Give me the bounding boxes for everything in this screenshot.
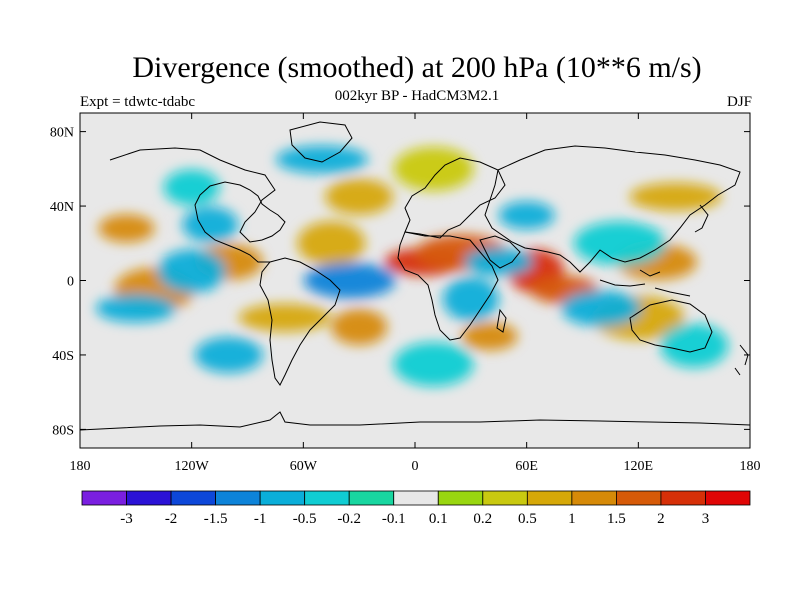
coastline-africa [397,231,499,341]
y-tick-label: 80N [50,126,74,141]
field-blob [182,206,239,243]
colorbar-swatch [571,490,617,506]
x-tick-label: 60W [290,459,318,474]
colorbar-label: -0.1 [382,511,406,527]
colorbar-label: 2 [657,511,665,527]
coastline-south-america [259,257,341,386]
coastlines [80,121,750,431]
y-tick-label: 40N [50,200,74,215]
y-tick-label: 80S [52,423,74,438]
field-blob [325,178,394,215]
field-blob [194,336,263,373]
colorbar-swatch [526,490,573,506]
colorbar-label: 1.5 [607,511,626,527]
field-blob [498,201,555,230]
colorbar-label: -0.5 [293,511,317,527]
field-blob [303,262,396,299]
field-blob [442,277,499,322]
colorbar-label: -1 [254,511,267,527]
field-blob [464,247,533,276]
coastline-asia [484,145,741,273]
coastline-japan [694,204,709,233]
colorbar: -3 -2 -1.5 -1 -0.5 -0.2 -0.1 0.1 0.2 0.5 1 1.5 2 3 [81,490,751,527]
field-blob [561,290,642,327]
field-blob [461,322,518,351]
colorbar-label: 0.2 [473,511,492,527]
colorbar-swatch [304,490,350,506]
x-tick-label: 120W [175,459,210,474]
colorbar-swatch [437,490,484,506]
colorbar-swatch [215,490,261,506]
colorbar-swatch [616,490,662,506]
longitude-axis: 180 120W 60W 0 60E 120E 180 [70,113,761,474]
season-label: DJF [726,94,752,110]
field-blob [238,303,331,332]
y-tick-label: 0 [67,275,74,290]
experiment-label: Expt = tdwtc-tdabc [80,94,196,110]
colorbar-label: 0.5 [518,511,537,527]
colorbar-swatch [660,490,706,506]
field-blob [331,309,388,346]
colorbar-label: 0.1 [429,511,448,527]
field-blob [629,182,722,211]
field-blob [393,342,474,387]
plot-title: Divergence (smoothed) at 200 hPa (10**6 … [132,51,702,84]
x-tick-label: 120E [624,459,654,474]
colorbar-label: -3 [120,511,133,527]
x-tick-label: 180 [70,459,91,474]
colorbar-swatch [705,490,751,506]
coastline-arabia [479,235,521,269]
x-tick-label: 60E [515,459,538,474]
coastline-madagascar [496,308,507,333]
field-blob [95,294,176,323]
coastline-greenland [289,121,353,163]
colorbar-label: -0.2 [337,511,361,527]
coastline-north-america [109,147,286,263]
plot-subtitle: 002kyr BP - HadCM3M2.1 [334,88,500,104]
colorbar-swatch [482,490,528,506]
field-blob [297,221,366,266]
map-plot-area [80,113,750,448]
colorbar-label: 3 [702,511,710,527]
field-blob [98,214,155,243]
field-blob [157,249,226,294]
colorbar-label: -2 [165,511,178,527]
colorbar-swatch [170,490,216,506]
colorbar-label: -1.5 [204,511,228,527]
latitude-axis: 80N 40N 0 40S 80S [50,126,750,438]
colorbar-swatch [259,490,306,506]
coastline-antarctica [80,411,750,431]
coastline-europe [404,157,506,239]
field-blob [275,145,368,174]
field-blob [660,323,729,368]
colorbar-swatch [81,490,127,506]
colorbar-swatch [393,490,439,506]
field-blob [163,169,220,206]
x-tick-label: 180 [740,459,761,474]
colorbar-swatch [126,490,172,506]
y-tick-label: 40S [52,349,74,364]
coastline-maritime-continent [599,269,691,297]
colorbar-label: 1 [568,511,576,527]
field-blob [573,221,666,266]
field-blob [393,146,474,191]
colorbar-swatch [348,490,395,506]
coastline-australia [629,299,713,353]
x-tick-label: 0 [412,459,419,474]
